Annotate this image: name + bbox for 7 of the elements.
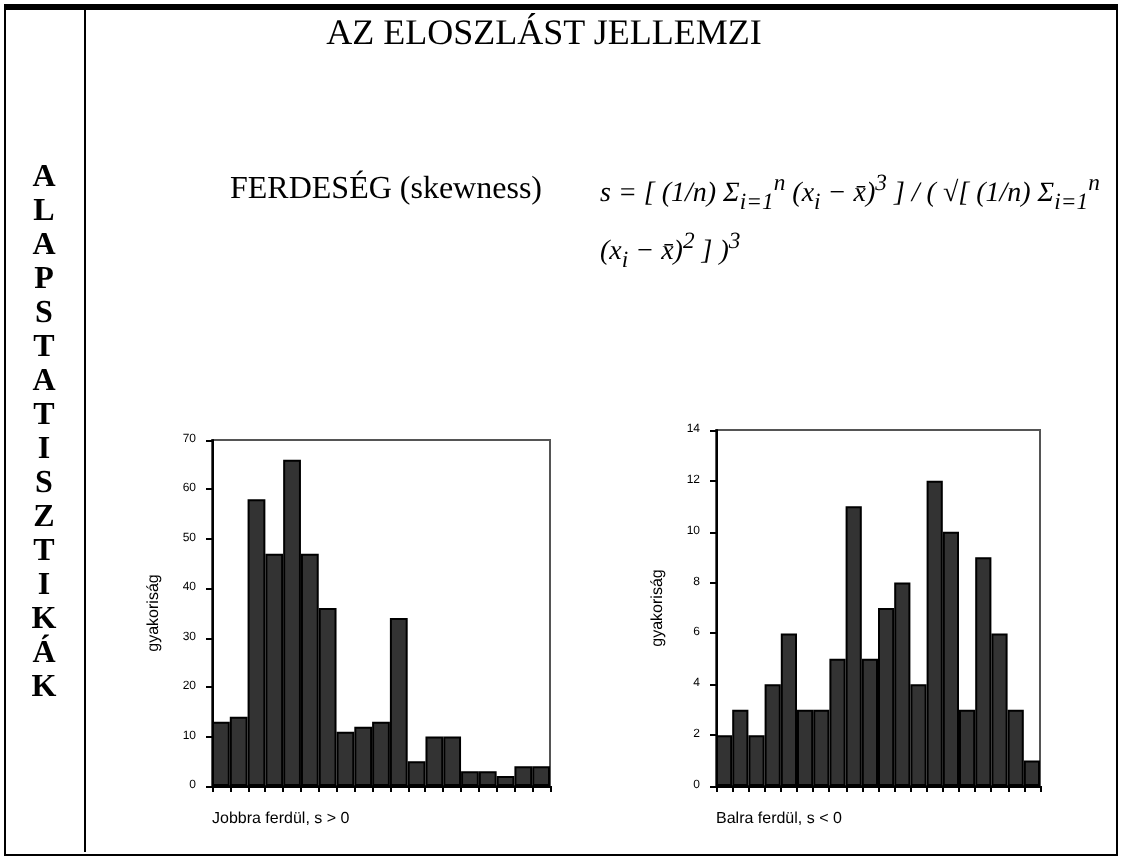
text: FERDESÉG (skewness): [230, 172, 542, 208]
x-axis-title: Jobbra ferdül, s > 0: [212, 809, 351, 827]
chart-title: AZ ELOSZLÁST JELLEMZI: [324, 12, 764, 54]
y-axis-title: gyakoriság: [647, 569, 666, 647]
y-axis-title: gyakoriság: [143, 574, 162, 652]
x-axis-title: Balra ferdül, s < 0: [716, 809, 843, 827]
text: ALAPSTATISZTIKÁK: [31, 159, 57, 703]
